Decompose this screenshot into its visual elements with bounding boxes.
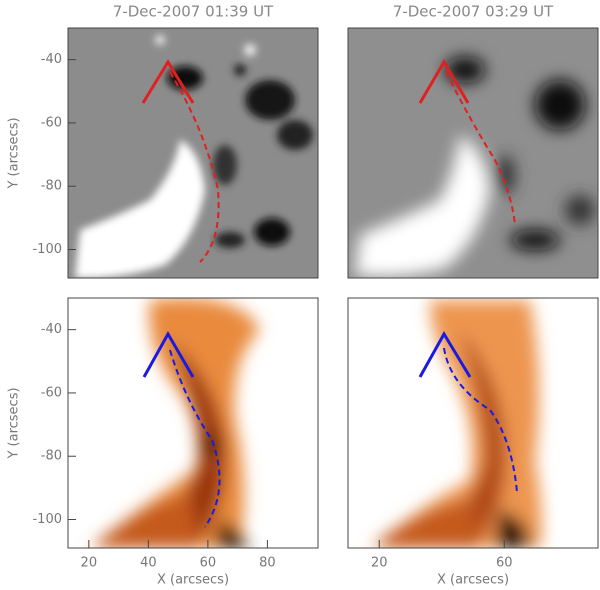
dashed-trace xyxy=(443,347,518,493)
y-axis-label: Y (arcsecs) xyxy=(7,117,22,189)
xray-image xyxy=(68,298,318,548)
y-tick-label: -40 xyxy=(41,52,62,67)
y-axis-label: Y (arcsecs) xyxy=(7,387,22,459)
y-tick-label: -60 xyxy=(41,385,62,400)
panel-frame xyxy=(347,27,599,279)
y-tick-label: -100 xyxy=(32,512,62,527)
magnetogram-image xyxy=(348,28,598,278)
v-marker xyxy=(418,59,470,104)
panel-title: 7-Dec-2007 03:29 UT xyxy=(393,3,554,21)
xray-image xyxy=(348,298,598,548)
y-tick-label: -80 xyxy=(41,449,62,464)
x-axis-label: X (arcsecs) xyxy=(437,573,509,588)
panel-frame xyxy=(347,297,599,549)
panel-frame xyxy=(67,27,319,279)
v-marker xyxy=(418,331,472,378)
y-tick-label: -80 xyxy=(41,179,62,194)
x-tick-label: 40 xyxy=(140,556,157,571)
x-tick-label: 80 xyxy=(259,556,276,571)
dashed-trace xyxy=(445,71,516,226)
panel-title: 7-Dec-2007 01:39 UT xyxy=(113,3,274,21)
panel-frame xyxy=(67,297,319,549)
magnetogram-image xyxy=(68,28,318,278)
x-tick-label: 60 xyxy=(200,556,217,571)
v-marker xyxy=(141,59,195,104)
x-tick-label: 20 xyxy=(371,556,388,571)
v-marker xyxy=(142,330,195,378)
overlays xyxy=(141,59,518,528)
dashed-trace xyxy=(169,71,220,263)
y-tick-label: -100 xyxy=(32,242,62,257)
x-tick-label: 60 xyxy=(496,556,513,571)
x-axis-label: X (arcsecs) xyxy=(157,573,229,588)
y-tick-label: -40 xyxy=(41,322,62,337)
x-tick-label: 20 xyxy=(81,556,98,571)
y-tick-label: -60 xyxy=(41,115,62,130)
dashed-trace xyxy=(169,349,221,528)
